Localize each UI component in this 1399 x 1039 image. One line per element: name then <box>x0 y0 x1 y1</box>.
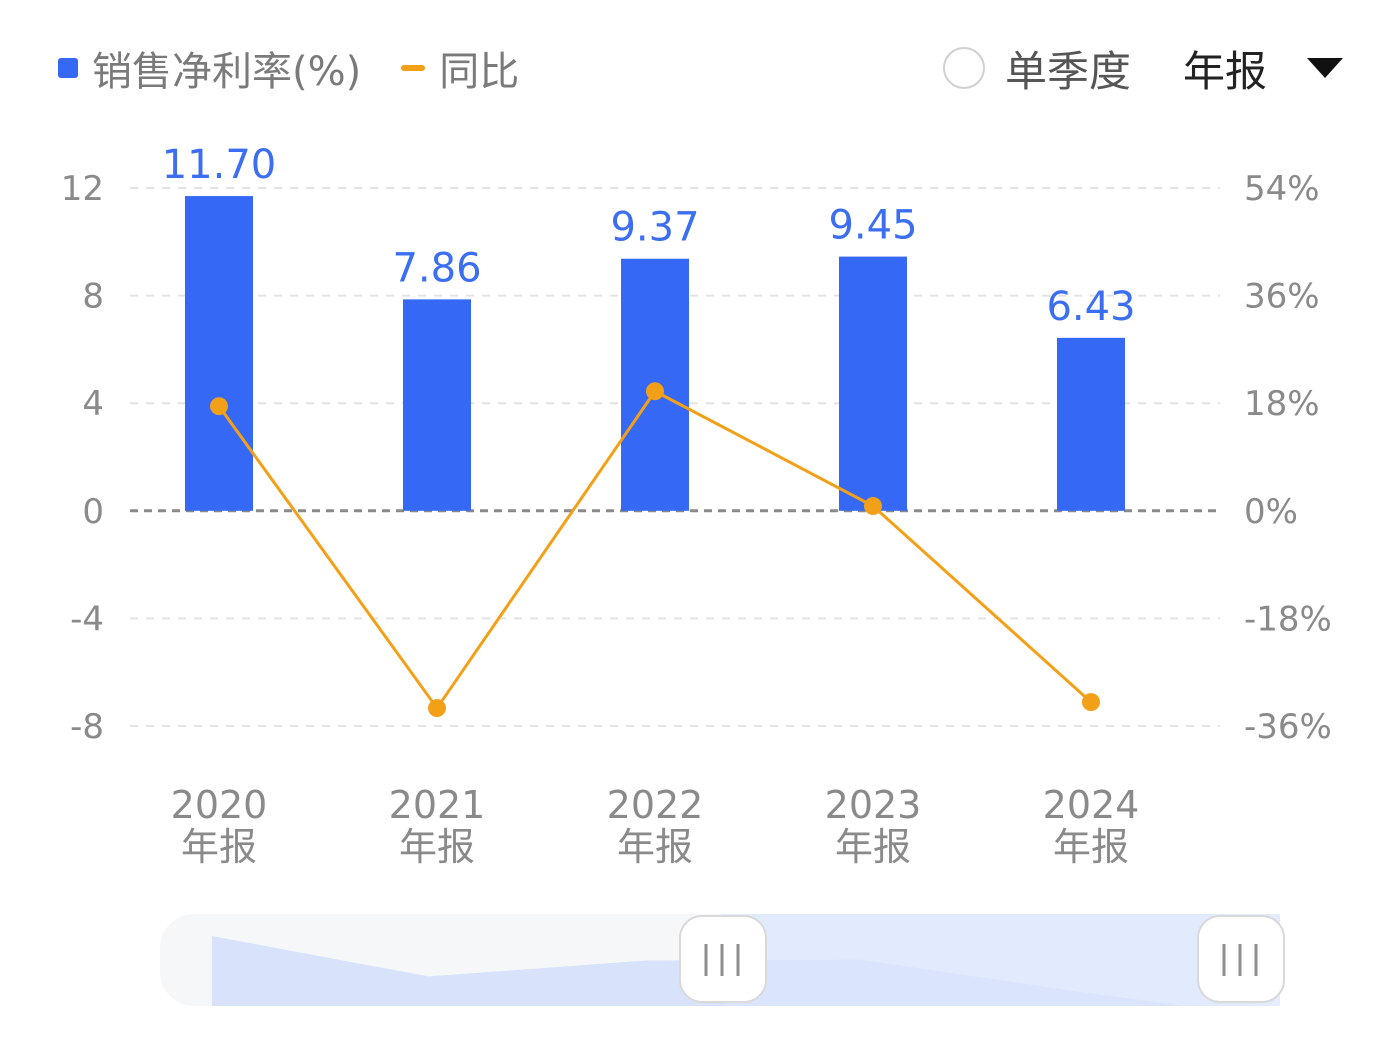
slider-handle-left[interactable] <box>679 915 767 1003</box>
right-tick-label: 18% <box>1244 384 1320 424</box>
bar-value-label: 11.70 <box>162 142 277 188</box>
left-tick-label: -8 <box>70 707 104 747</box>
x-tick-period: 年报 <box>1053 825 1129 869</box>
single-quarter-label[interactable]: 单季度 <box>1004 46 1131 96</box>
yoy-point[interactable] <box>428 699 446 718</box>
range-slider <box>160 914 1285 1006</box>
x-tick-year: 2023 <box>825 783 922 827</box>
legend-bar-swatch <box>58 58 78 78</box>
left-tick-label: 0 <box>82 492 104 532</box>
left-tick-label: -4 <box>70 599 104 639</box>
period-dropdown-value[interactable]: 年报 <box>1182 46 1267 96</box>
x-tick-year: 2021 <box>389 783 486 827</box>
bar-value-label: 6.43 <box>1046 284 1135 330</box>
bar[interactable] <box>1057 337 1125 511</box>
bar[interactable] <box>839 256 907 511</box>
right-tick-label: -36% <box>1244 707 1332 747</box>
yoy-point[interactable] <box>1082 693 1100 712</box>
yoy-point[interactable] <box>210 397 228 416</box>
legend-line-swatch <box>401 65 426 71</box>
slider-handle-right[interactable] <box>1197 915 1285 1003</box>
left-axis-ticks: 12 8 4 0 -4 -8 <box>61 169 104 747</box>
x-tick-year: 2020 <box>171 783 268 827</box>
left-tick-label: 12 <box>61 169 104 209</box>
right-tick-label: -18% <box>1244 599 1332 639</box>
legend-label-yoy: 同比 <box>439 49 520 95</box>
bar-value-label: 9.37 <box>610 205 699 251</box>
yoy-point[interactable] <box>864 497 882 516</box>
bar[interactable] <box>185 196 253 511</box>
right-tick-label: 54% <box>1244 169 1320 209</box>
x-tick-period: 年报 <box>181 825 257 869</box>
legend: 销售净利率(%) 同比 <box>58 36 559 100</box>
bar-value-label: 9.45 <box>828 203 917 249</box>
bar-value-label: 7.86 <box>392 245 481 291</box>
x-tick-year: 2022 <box>607 783 704 827</box>
left-tick-label: 8 <box>82 277 104 317</box>
bar-series: 11.70 7.86 9.37 9.45 6.43 <box>162 142 1136 511</box>
x-tick-period: 年报 <box>617 825 693 869</box>
right-tick-label: 36% <box>1244 277 1320 317</box>
right-axis-ticks: 54% 36% 18% 0% -18% -36% <box>1244 169 1332 747</box>
legend-item-yoy[interactable]: 同比 <box>401 39 519 97</box>
left-tick-label: 4 <box>82 384 104 424</box>
line-series <box>210 382 1100 718</box>
bar[interactable] <box>403 299 471 511</box>
period-controls: 单季度 年报 <box>942 36 1343 100</box>
legend-label-net-margin: 销售净利率(%) <box>92 49 362 95</box>
yoy-point[interactable] <box>646 382 664 401</box>
legend-item-net-margin[interactable]: 销售净利率(%) <box>58 39 361 97</box>
right-tick-label: 0% <box>1244 492 1298 532</box>
x-tick-period: 年报 <box>835 825 911 869</box>
caret-down-icon[interactable] <box>1307 58 1343 78</box>
x-tick-period: 年报 <box>399 825 475 869</box>
slider-selected-range[interactable] <box>722 914 1280 1006</box>
single-quarter-radio[interactable] <box>942 47 985 89</box>
x-tick-year: 2024 <box>1043 783 1140 827</box>
